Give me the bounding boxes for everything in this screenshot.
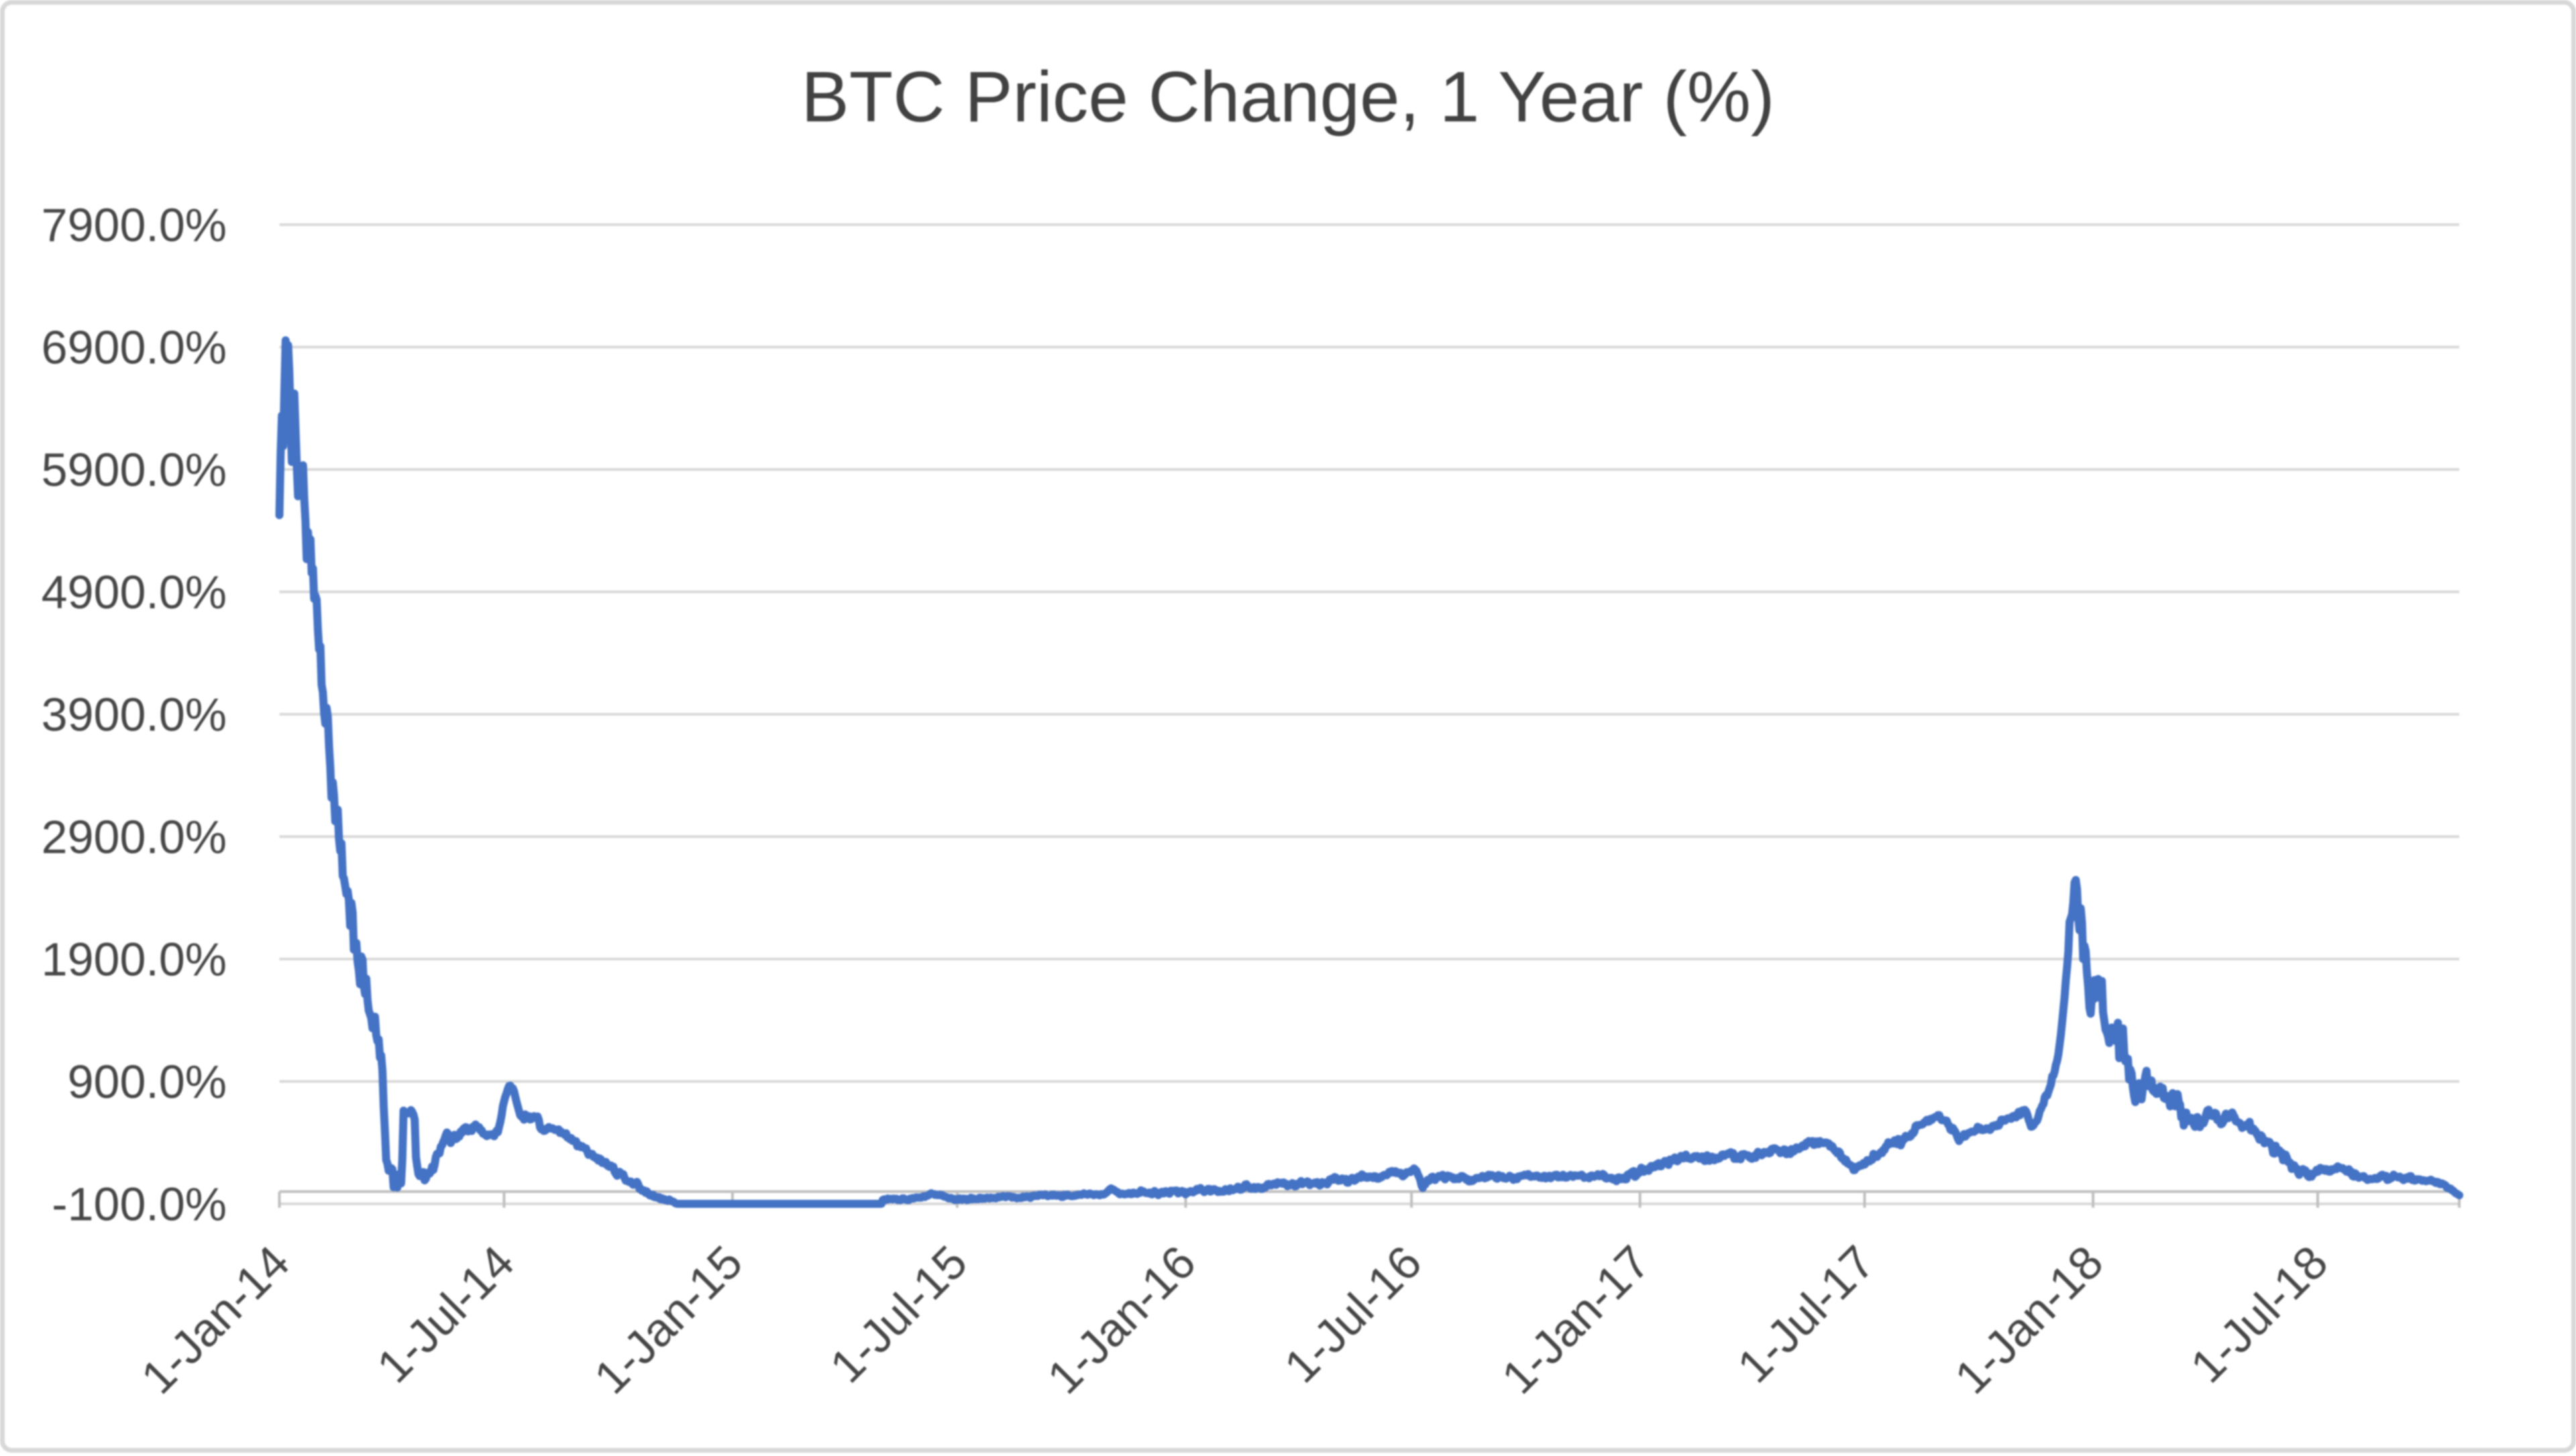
svg-text:5900.0%: 5900.0% [42, 444, 227, 496]
svg-text:1900.0%: 1900.0% [42, 934, 227, 986]
svg-text:4900.0%: 4900.0% [42, 566, 227, 618]
svg-text:7900.0%: 7900.0% [42, 199, 227, 251]
svg-text:-100.0%: -100.0% [52, 1178, 227, 1231]
svg-text:900.0%: 900.0% [68, 1056, 227, 1108]
svg-text:2900.0%: 2900.0% [42, 811, 227, 863]
svg-text:6900.0%: 6900.0% [42, 321, 227, 374]
svg-text:BTC Price Change, 1 Year (%): BTC Price Change, 1 Year (%) [801, 56, 1774, 137]
svg-text:3900.0%: 3900.0% [42, 689, 227, 741]
